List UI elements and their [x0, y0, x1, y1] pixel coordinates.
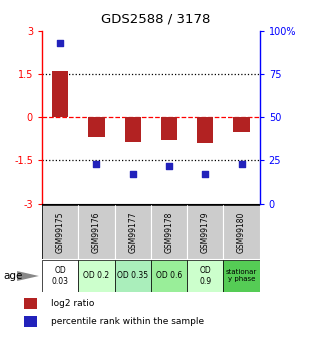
Bar [42, 205, 78, 259]
Point [239, 161, 244, 167]
Text: GSM99176: GSM99176 [92, 211, 101, 253]
Text: age: age [3, 271, 22, 281]
Text: GDS2588 / 3178: GDS2588 / 3178 [101, 12, 210, 25]
Text: stationar
y phase: stationar y phase [226, 269, 257, 283]
Bar [52, 71, 68, 117]
Bar [24, 298, 37, 309]
Text: GSM99177: GSM99177 [128, 211, 137, 253]
Bar [197, 117, 213, 143]
Bar [114, 260, 151, 292]
Bar [114, 205, 151, 259]
Point [58, 40, 63, 46]
Bar [187, 205, 223, 259]
Text: OD
0.03: OD 0.03 [52, 266, 69, 286]
Bar [88, 117, 104, 137]
Bar [233, 117, 250, 132]
Bar [24, 316, 37, 327]
Text: GSM99178: GSM99178 [165, 211, 174, 253]
Bar [78, 260, 114, 292]
Text: OD 0.35: OD 0.35 [117, 272, 148, 280]
Polygon shape [17, 271, 39, 281]
Bar [223, 260, 260, 292]
Text: GSM99175: GSM99175 [56, 211, 65, 253]
Bar [151, 260, 187, 292]
Bar [161, 117, 177, 140]
Point [203, 171, 208, 177]
Point [130, 171, 135, 177]
Bar [151, 205, 187, 259]
Point [166, 163, 171, 168]
Text: OD 0.6: OD 0.6 [156, 272, 182, 280]
Bar [42, 260, 78, 292]
Text: percentile rank within the sample: percentile rank within the sample [51, 317, 204, 326]
Text: GSM99180: GSM99180 [237, 211, 246, 253]
Bar [187, 260, 223, 292]
Text: log2 ratio: log2 ratio [51, 299, 94, 308]
Text: GSM99179: GSM99179 [201, 211, 210, 253]
Bar [78, 205, 114, 259]
Bar [223, 205, 260, 259]
Point [94, 161, 99, 167]
Text: OD
0.9: OD 0.9 [199, 266, 211, 286]
Bar [124, 117, 141, 142]
Text: OD 0.2: OD 0.2 [83, 272, 109, 280]
